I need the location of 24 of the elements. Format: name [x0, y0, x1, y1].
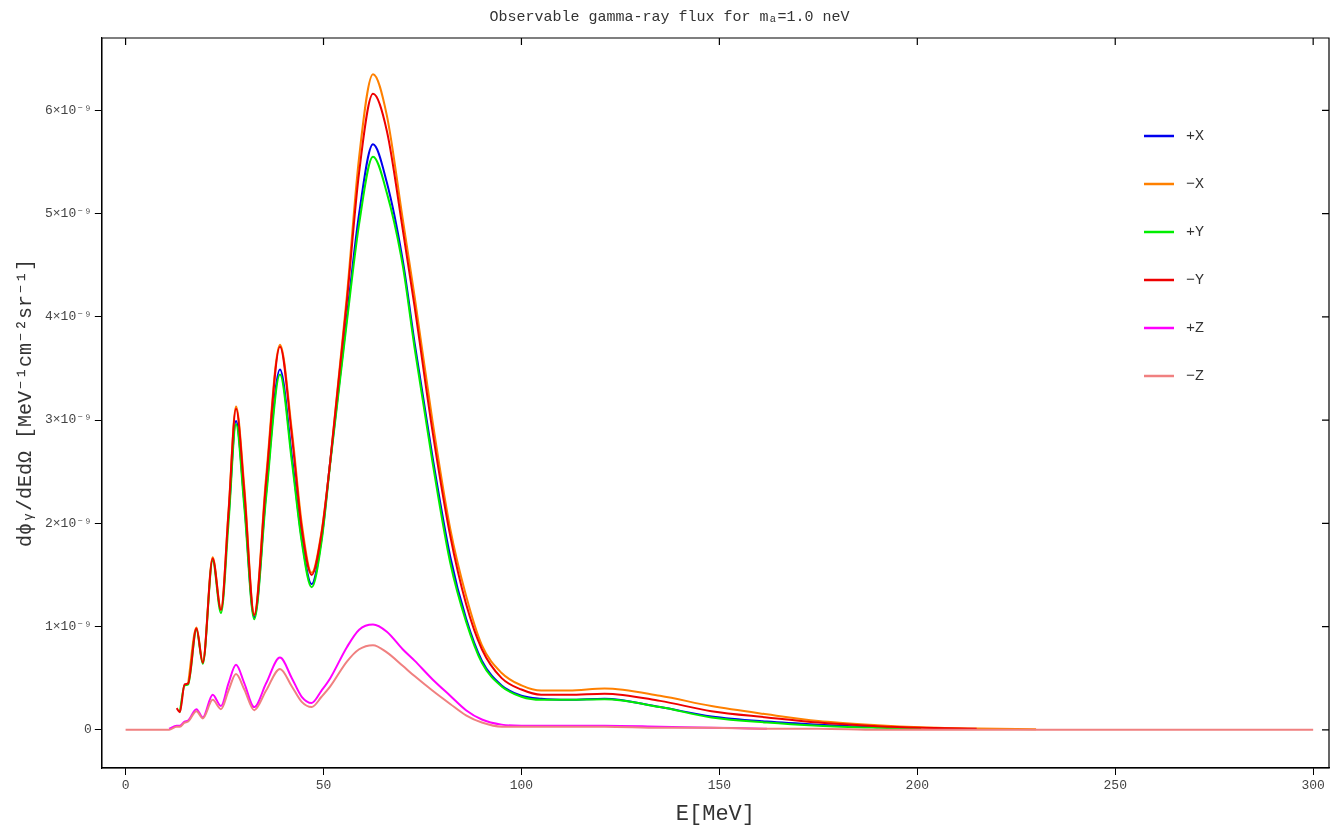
y-tick-label: 6×10⁻⁹ [44, 102, 92, 118]
x-tick-label: 150 [707, 778, 732, 794]
y-axis-title: dϕᵧ/dEdΩ [MeV⁻¹cm⁻²sr⁻¹] [14, 258, 38, 548]
y-tick-label: 1×10⁻⁹ [44, 618, 92, 634]
y-tick-label: 3×10⁻⁹ [44, 412, 92, 428]
y-tick-label: 2×10⁻⁹ [44, 515, 92, 531]
line-series [124, 644, 1315, 731]
x-tick-label: 100 [509, 778, 534, 794]
x-tick-label: 300 [1301, 778, 1325, 794]
legend-label: +Z [1186, 319, 1205, 337]
x-tick-label: 250 [1103, 778, 1127, 794]
y-tick-label: 5×10⁻⁹ [44, 205, 92, 221]
legend-label: −Z [1186, 367, 1205, 385]
legend-label: −X [1186, 175, 1205, 193]
legend-label: −Y [1186, 271, 1205, 289]
y-tick-label: 0 [84, 722, 92, 738]
legend-label: +X [1186, 127, 1205, 145]
chart-title: Observable gamma-ray flux for mₐ=1.0 neV [489, 8, 850, 26]
x-tick-label: 0 [121, 778, 130, 794]
legend-label: +Y [1186, 223, 1205, 241]
x-axis-title: E[MeV] [675, 801, 756, 827]
x-tick-label: 200 [905, 778, 930, 794]
y-tick-label: 4×10⁻⁹ [44, 309, 92, 325]
x-tick-label: 50 [315, 778, 332, 794]
